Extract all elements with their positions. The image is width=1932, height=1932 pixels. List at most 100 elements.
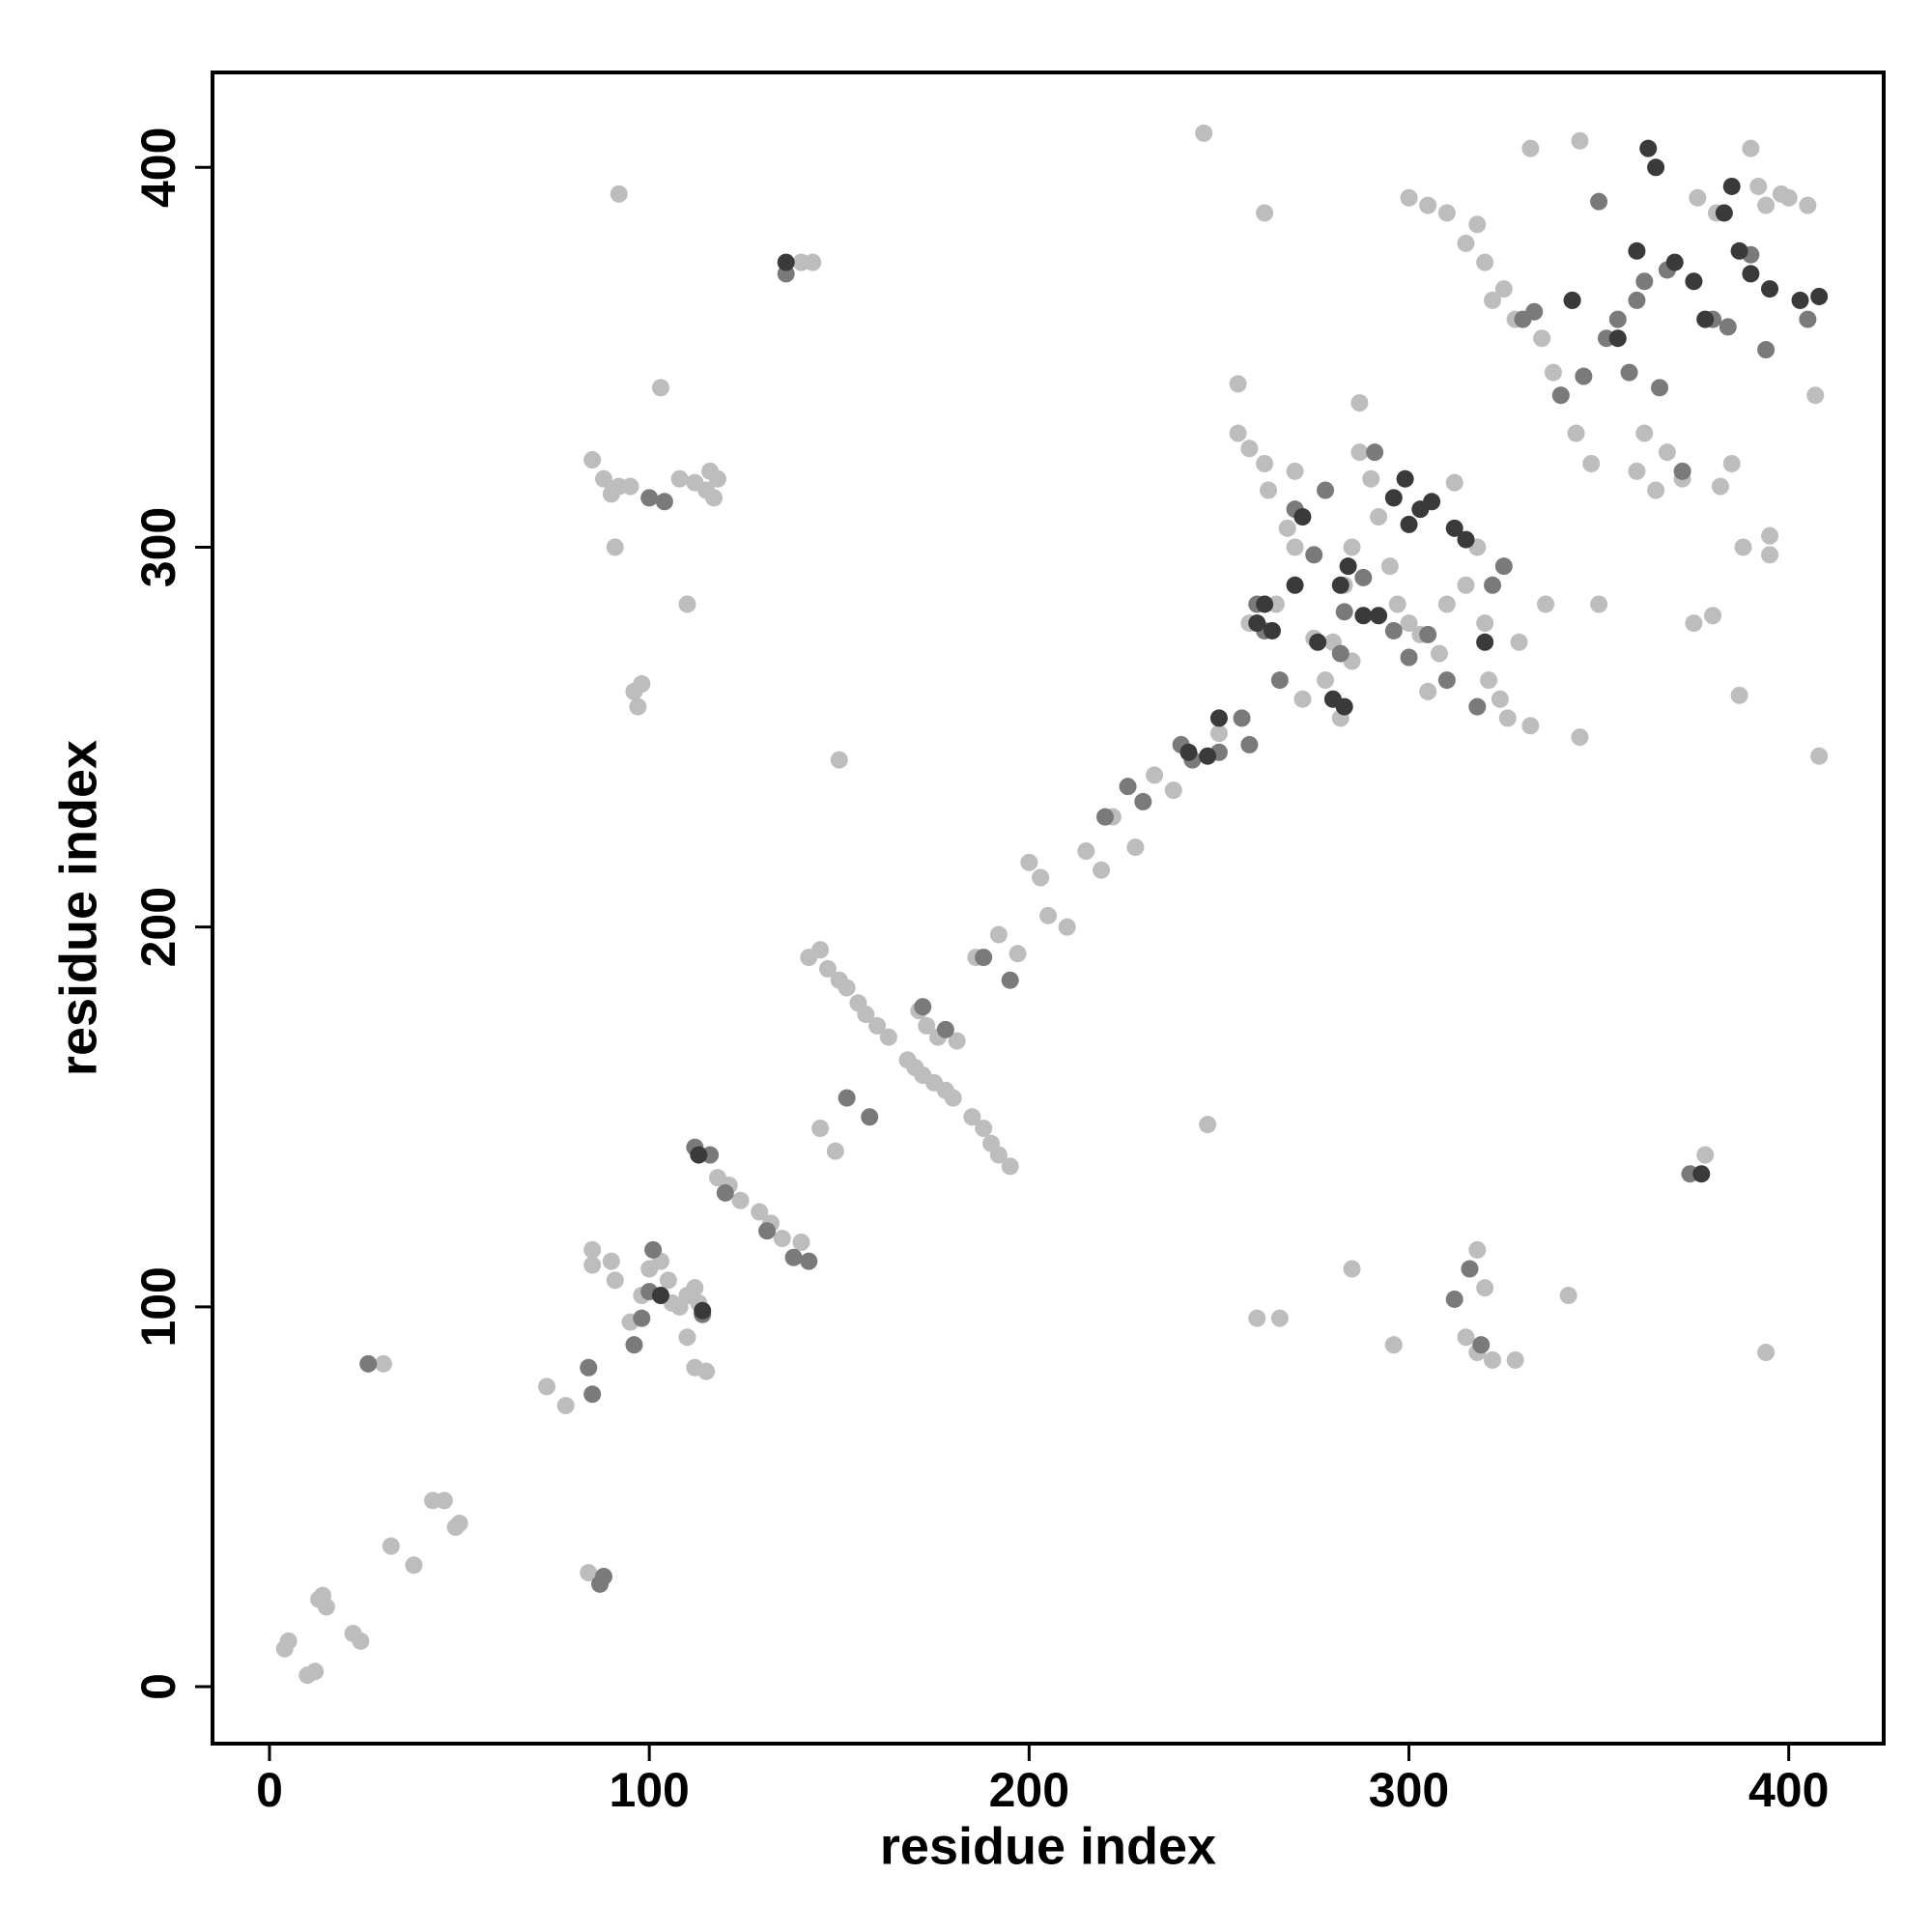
point — [450, 1514, 469, 1532]
point — [1461, 1260, 1479, 1278]
point — [583, 1240, 602, 1259]
point — [1799, 310, 1817, 328]
point — [1791, 291, 1809, 309]
point — [1286, 462, 1304, 480]
point — [556, 1397, 575, 1415]
point — [1445, 473, 1463, 492]
point — [1571, 131, 1589, 150]
point — [1256, 454, 1274, 472]
point — [633, 1309, 651, 1327]
point — [818, 959, 837, 978]
point — [1339, 557, 1357, 576]
point — [651, 1287, 669, 1305]
point — [606, 1271, 624, 1290]
point — [1689, 188, 1707, 207]
point — [1742, 139, 1760, 157]
point — [1628, 291, 1646, 309]
point — [1692, 1165, 1711, 1183]
point — [1551, 386, 1570, 405]
point — [975, 1120, 993, 1138]
point — [914, 998, 932, 1016]
point — [314, 1586, 332, 1605]
point — [1343, 538, 1361, 556]
point — [1476, 614, 1494, 633]
point — [1468, 1240, 1487, 1259]
point — [1343, 1260, 1361, 1278]
point — [1457, 1328, 1475, 1347]
point — [1476, 633, 1494, 651]
point — [944, 1089, 962, 1107]
x-tick-label: 200 — [989, 1763, 1069, 1817]
point — [800, 1252, 818, 1270]
point — [1335, 697, 1353, 716]
point — [773, 1230, 791, 1248]
point — [705, 489, 723, 507]
point — [275, 1639, 294, 1658]
point — [1430, 644, 1448, 663]
point — [1317, 671, 1335, 690]
point — [1761, 546, 1779, 564]
point — [1293, 508, 1312, 526]
point — [1305, 546, 1323, 564]
point — [633, 675, 651, 694]
point — [1039, 906, 1057, 924]
point — [731, 1191, 750, 1209]
point — [1001, 1157, 1019, 1176]
point — [602, 1252, 620, 1270]
point — [784, 1248, 803, 1266]
point — [1734, 538, 1752, 556]
point — [1722, 177, 1741, 195]
point — [1233, 709, 1251, 727]
point — [1400, 188, 1418, 207]
point — [382, 1537, 400, 1555]
point — [1457, 576, 1475, 594]
point — [1651, 379, 1669, 397]
point — [359, 1354, 378, 1373]
point — [1582, 454, 1601, 472]
point — [1457, 530, 1475, 549]
point — [1757, 1344, 1776, 1362]
point — [1711, 477, 1729, 496]
point — [868, 1016, 887, 1035]
point — [1270, 671, 1289, 690]
point — [1400, 515, 1418, 533]
point — [1628, 462, 1646, 480]
point — [1370, 607, 1388, 625]
point — [298, 1666, 317, 1685]
point — [697, 1362, 716, 1380]
point — [594, 1568, 612, 1585]
point — [1533, 329, 1551, 348]
point — [1354, 607, 1373, 625]
point — [1366, 443, 1384, 462]
point — [936, 1020, 954, 1038]
point — [1484, 291, 1502, 309]
point — [1278, 519, 1296, 537]
point — [1331, 644, 1350, 663]
point — [1419, 682, 1437, 700]
point — [1544, 363, 1562, 382]
point — [1437, 671, 1456, 690]
point — [1263, 621, 1281, 639]
point — [975, 949, 993, 967]
point — [1575, 367, 1593, 385]
point — [1810, 747, 1829, 765]
point — [644, 1240, 663, 1259]
point — [1445, 519, 1463, 537]
point — [963, 1108, 981, 1126]
point — [583, 1385, 602, 1404]
plot-frame — [211, 71, 1886, 1746]
point — [655, 493, 673, 511]
point — [1119, 778, 1137, 796]
point — [1620, 363, 1638, 382]
point — [670, 469, 689, 488]
point — [1484, 1350, 1502, 1369]
point — [838, 1089, 856, 1107]
point — [826, 1142, 844, 1160]
point — [857, 1006, 875, 1024]
point — [1179, 743, 1198, 761]
point — [1810, 287, 1829, 305]
point — [1494, 557, 1513, 576]
x-tick-label: 300 — [1369, 1763, 1449, 1817]
point — [580, 1564, 598, 1582]
point — [640, 489, 659, 507]
